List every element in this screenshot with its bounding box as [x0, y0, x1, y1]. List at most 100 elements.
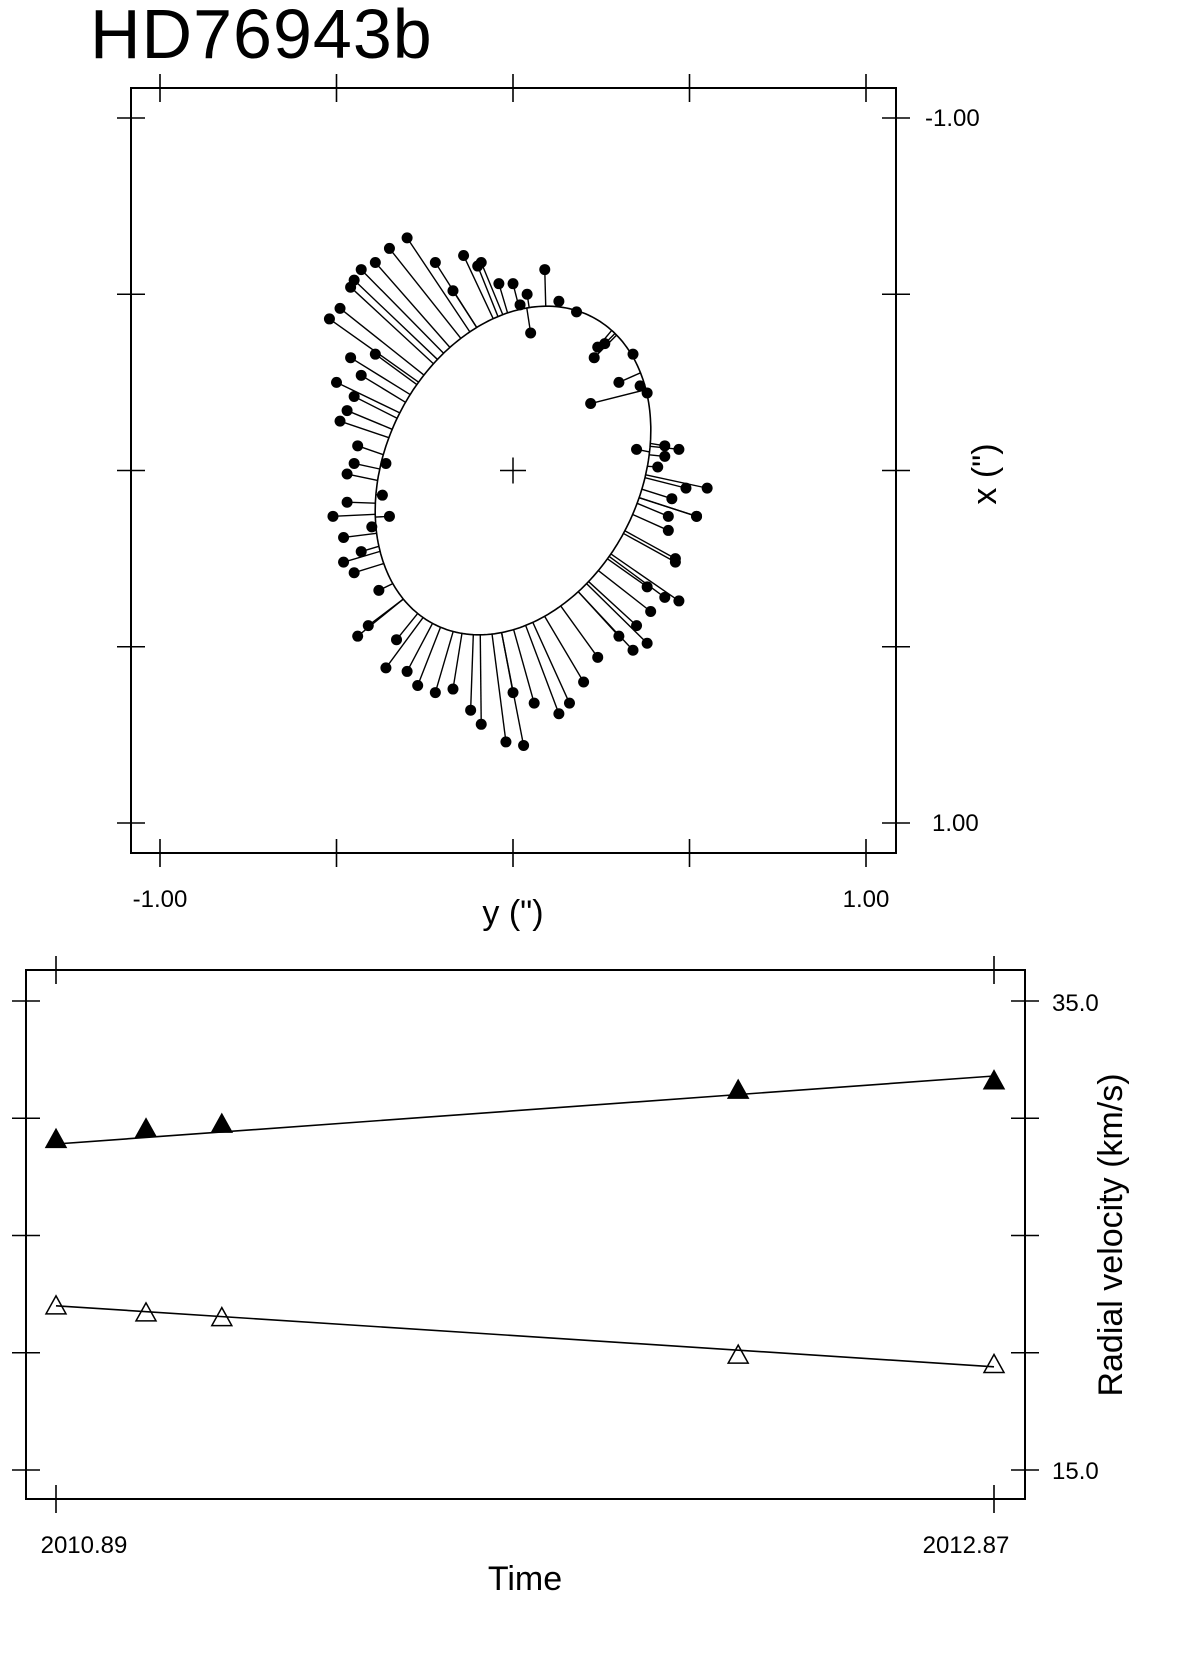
orbit-observation-point — [362, 620, 374, 632]
rv-model-curve — [55, 1075, 995, 1145]
orbit-residual-line — [339, 420, 390, 439]
orbit-observation-point — [553, 295, 565, 307]
orbit-residual-line — [586, 583, 648, 644]
orbit-residual-line — [543, 615, 585, 683]
orbit-observation-point — [341, 405, 353, 417]
orbit-residual-line — [406, 623, 434, 672]
orbit-residual-line — [346, 409, 393, 430]
orbit-observation-point — [521, 288, 533, 300]
orbit-y-tick-label-bottom: 1.00 — [932, 810, 979, 837]
orbit-residual-line — [360, 269, 445, 354]
orbit-observation-point — [447, 285, 459, 297]
orbit-residual-line — [624, 530, 676, 560]
orbit-residual-line — [406, 237, 471, 333]
orbit-residual-line — [385, 617, 424, 669]
orbit-observation-point — [380, 662, 392, 674]
orbit-residual-line — [607, 558, 648, 588]
orbit-observation-point — [331, 376, 342, 388]
orbit-observation-point — [599, 338, 611, 350]
orbit-y-tick-label-top: -1.00 — [925, 105, 980, 132]
orbit-observation-point — [588, 352, 600, 364]
rv-plot-frame — [25, 969, 1026, 1500]
orbit-residual-line — [512, 629, 535, 704]
rv-point-filled-triangle — [134, 1117, 158, 1138]
orbit-residual-line — [417, 626, 442, 686]
orbit-center-marker — [500, 457, 526, 484]
orbit-observation-point — [334, 302, 346, 314]
orbit-observation-point — [383, 510, 395, 522]
orbit-observation-point — [627, 348, 639, 360]
orbit-observation-point — [652, 461, 664, 473]
rv-point-filled-triangle — [210, 1112, 234, 1133]
orbit-observation-point — [412, 680, 424, 692]
orbit-observation-point — [447, 683, 459, 695]
orbit-observation-point — [352, 440, 364, 452]
orbit-residual-line — [395, 613, 419, 641]
orbit-observation-point — [571, 306, 583, 318]
orbit-observation-point — [334, 415, 346, 427]
orbit-residual-line — [350, 286, 434, 365]
rv-y-tick-label-top: 35.0 — [1052, 990, 1099, 1017]
orbit-residual-line — [360, 374, 406, 403]
orbit-observations — [323, 232, 713, 751]
orbit-residual-line — [353, 395, 398, 419]
orbit-residual-line — [560, 605, 599, 658]
page-title: HD76943b — [90, 0, 433, 73]
orbit-x-tick-label-right: 1.00 — [843, 886, 890, 913]
orbit-residual-line — [645, 474, 708, 489]
rv-y-axis-label: Radial velocity (km/s) — [1092, 1073, 1130, 1396]
orbit-residual-line — [343, 532, 377, 539]
orbit-observation-point — [348, 567, 360, 579]
orbit-residual-line — [462, 255, 494, 319]
orbit-residual-line — [452, 633, 463, 690]
orbit-residual-line — [469, 634, 475, 711]
orbit-observation-point — [338, 556, 350, 568]
orbit-observation-point — [465, 704, 477, 716]
orbit-observation-point — [352, 630, 364, 642]
orbit-observation-point — [641, 387, 653, 399]
orbit-observation-point — [341, 468, 353, 480]
orbit-observation-point — [429, 257, 441, 269]
orbit-observation-point — [553, 708, 565, 720]
orbit-observation-point — [641, 637, 653, 649]
orbit-residual-line — [597, 570, 652, 613]
orbit-observation-point — [366, 521, 378, 533]
orbit-observation-point — [659, 450, 671, 462]
orbit-observation-point — [355, 546, 367, 558]
orbit-observation-point — [659, 440, 671, 452]
rv-point-open-triangle — [134, 1301, 158, 1322]
orbit-observation-point — [348, 390, 360, 402]
orbit-observation-point — [391, 634, 403, 646]
orbit-observation-point — [662, 524, 674, 536]
orbit-observation-point — [373, 584, 385, 596]
rv-model-curves — [55, 1075, 995, 1368]
orbit-observation-point — [627, 644, 639, 656]
orbit-residual-line — [353, 279, 438, 360]
orbit-observation-point — [341, 496, 353, 508]
orbit-observation-point — [383, 242, 395, 254]
orbit-observation-point — [323, 313, 335, 325]
orbit-observation-point — [355, 369, 367, 381]
orbit-y-axis-label: x (") — [966, 443, 1004, 504]
orbit-residual-line — [388, 247, 462, 339]
orbit-observation-point — [613, 376, 625, 388]
orbit-observation-point — [458, 249, 470, 261]
orbit-observation-point — [669, 553, 681, 565]
orbit-observation-point — [500, 736, 512, 748]
orbit-observation-point — [429, 687, 441, 699]
rv-point-open-triangle — [210, 1306, 234, 1327]
rv-point-filled-triangle — [726, 1078, 750, 1099]
orbit-observation-point — [631, 620, 643, 632]
orbit-observation-point — [662, 510, 674, 522]
orbit-observation-point — [641, 581, 653, 593]
orbit-residual-line — [332, 513, 376, 518]
rv-y-tick-label-bottom: 15.0 — [1052, 1458, 1099, 1485]
rv-x-tick-label-right: 2012.87 — [923, 1532, 1010, 1559]
orbit-residual-line — [632, 513, 669, 532]
rv-point-filled-triangle — [44, 1127, 68, 1149]
orbit-observation-point — [539, 264, 551, 276]
orbit-residual-line — [524, 625, 560, 714]
orbit-observation-point — [528, 697, 540, 709]
orbit-observation-point — [348, 274, 360, 286]
orbit-residual-line — [544, 269, 547, 307]
